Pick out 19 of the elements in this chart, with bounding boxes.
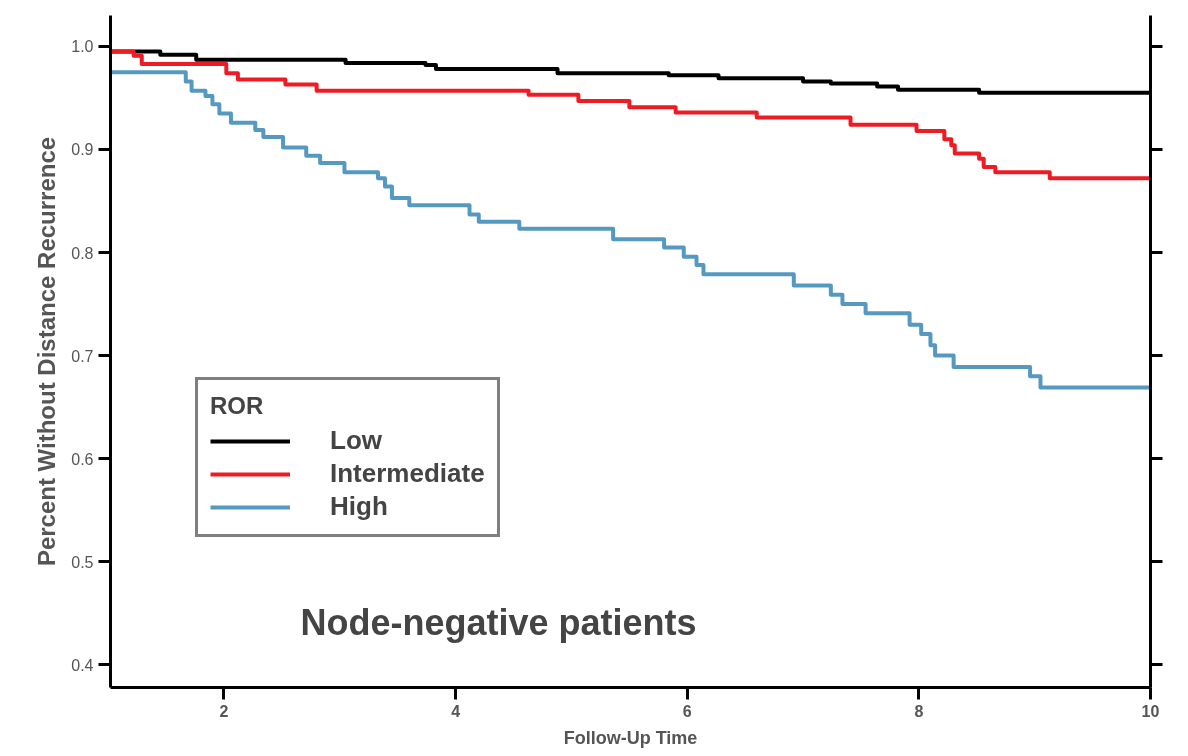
x-axis-title: Follow-Up Time bbox=[563, 727, 698, 748]
legend-title: ROR bbox=[210, 392, 265, 420]
legend-label: Intermediate bbox=[330, 458, 485, 489]
x-tick-label: 10 bbox=[1141, 702, 1160, 720]
x-tick-label: 8 bbox=[914, 702, 924, 720]
legend-label: High bbox=[330, 491, 388, 522]
y-axis-title: Percent Without Distance Recurrence bbox=[33, 136, 61, 567]
annotation: Node-negative patients bbox=[300, 601, 697, 643]
y-tick-label: 0.5 bbox=[71, 553, 94, 571]
y-tick-label: 0.9 bbox=[71, 141, 94, 159]
y-tick-label: 0.6 bbox=[71, 450, 94, 468]
y-tick-label: 1.0 bbox=[71, 38, 94, 56]
legend-label: Low bbox=[330, 425, 382, 456]
x-tick-label: 6 bbox=[682, 702, 692, 720]
y-tick-label: 0.4 bbox=[71, 656, 94, 674]
y-tick-label: 0.7 bbox=[71, 347, 94, 365]
y-tick-label: 0.8 bbox=[71, 244, 94, 262]
x-tick-label: 4 bbox=[451, 702, 461, 720]
x-tick-label: 2 bbox=[219, 702, 229, 720]
